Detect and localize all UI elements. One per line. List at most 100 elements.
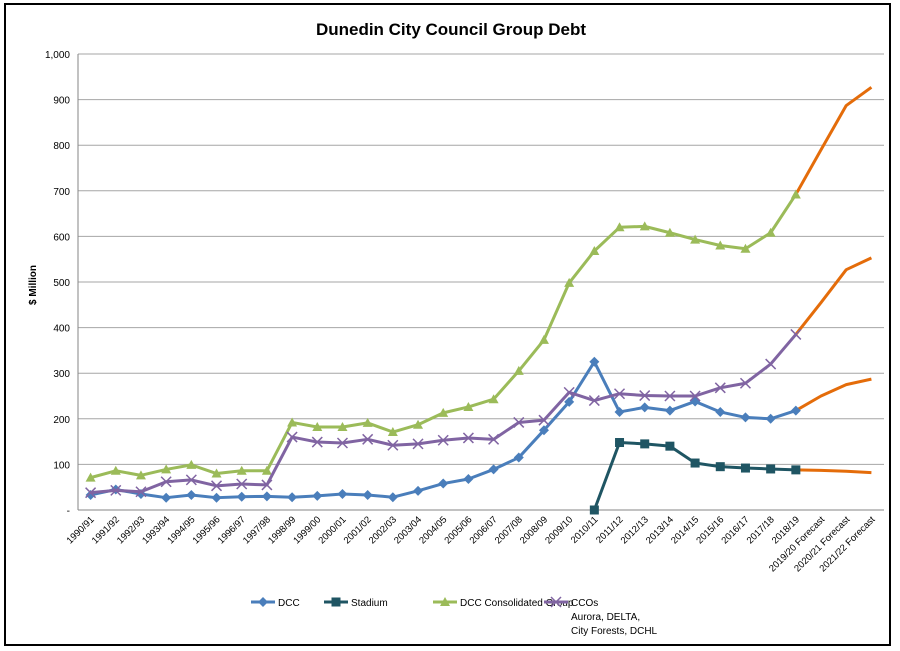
data-point-x xyxy=(513,416,525,428)
data-point-x xyxy=(739,377,751,389)
gridlines xyxy=(77,53,884,511)
legend-label: Stadium xyxy=(351,598,388,609)
y-axis-ticks: - 100 200 300 400 500 600 700 800 900 1,000 xyxy=(45,50,70,517)
data-point-triangle xyxy=(765,227,776,237)
forecast-line xyxy=(795,468,872,475)
y-tick-label: 600 xyxy=(53,232,70,243)
data-point-diamond xyxy=(614,406,625,417)
data-point-triangle xyxy=(538,334,549,344)
series-line xyxy=(90,360,797,500)
data-point-diamond xyxy=(287,492,298,503)
chart-frame: Dunedin City Council Group Debt $ Millio… xyxy=(4,3,891,646)
series-line xyxy=(592,441,796,511)
data-point-square xyxy=(766,464,776,474)
data-point-square xyxy=(640,439,650,449)
data-point-x xyxy=(286,431,298,443)
chart-title: Dunedin City Council Group Debt xyxy=(316,20,586,39)
series-dcc-consolidated-group xyxy=(85,86,873,482)
legend-item-dcc-consolidated-group: DCC Consolidated Group xyxy=(433,597,574,609)
legend-item-dcc: DCC xyxy=(251,597,300,609)
data-point-x xyxy=(538,414,550,426)
data-point-diamond xyxy=(236,491,247,502)
legend-label: City Forests, DCHL xyxy=(571,626,658,637)
legend-label: CCOs xyxy=(571,598,598,609)
data-point-triangle xyxy=(740,243,751,253)
legend-label: DCC xyxy=(278,598,300,609)
data-point-x xyxy=(488,433,500,445)
data-point-x xyxy=(135,486,147,498)
y-tick-label: - xyxy=(67,506,70,517)
data-point-diamond xyxy=(513,452,524,463)
data-point-triangle xyxy=(664,227,675,237)
y-tick-label: 200 xyxy=(53,415,70,426)
data-point-triangle xyxy=(438,407,449,417)
data-point-diamond xyxy=(463,473,474,484)
data-point-square xyxy=(665,441,675,451)
data-point-triangle xyxy=(135,470,146,480)
data-point-x xyxy=(664,390,676,402)
legend-label: DCC Consolidated Group xyxy=(460,598,574,609)
data-point-triangle xyxy=(261,465,272,475)
data-point-diamond xyxy=(161,492,172,503)
y-tick-label: 1,000 xyxy=(45,50,70,61)
forecast-line xyxy=(794,86,873,196)
data-point-x xyxy=(639,390,651,402)
data-point-diamond xyxy=(564,396,575,407)
data-point-square xyxy=(740,463,750,473)
y-tick-label: 800 xyxy=(53,141,70,152)
data-point-triangle xyxy=(564,277,575,287)
y-axis-label: $ Million xyxy=(28,265,39,305)
data-point-x xyxy=(387,439,399,451)
data-point-triangle xyxy=(211,468,222,478)
data-point-x xyxy=(211,480,223,492)
series-ccos xyxy=(85,256,873,499)
data-point-triangle xyxy=(715,240,726,250)
y-tick-label: 100 xyxy=(53,460,70,471)
data-point-triangle xyxy=(337,422,348,432)
series-stadium xyxy=(589,438,872,515)
data-point-x xyxy=(563,386,575,398)
data-point-diamond xyxy=(362,489,373,500)
data-point-x xyxy=(790,328,802,340)
data-point-x xyxy=(185,474,197,486)
data-point-square xyxy=(690,458,700,468)
series-dcc xyxy=(85,356,872,503)
legend-item-stadium: Stadium xyxy=(324,597,388,609)
data-point-triangle xyxy=(110,465,121,475)
data-point-diamond xyxy=(258,597,268,607)
data-point-square xyxy=(791,465,801,475)
y-tick-label: 900 xyxy=(53,96,70,107)
data-point-x xyxy=(614,388,626,400)
data-point-square xyxy=(615,438,625,448)
data-point-x xyxy=(588,395,600,407)
data-point-square xyxy=(715,462,725,472)
data-point-diamond xyxy=(664,405,675,416)
data-point-diamond xyxy=(312,490,323,501)
data-point-x xyxy=(362,433,374,445)
data-point-diamond xyxy=(337,489,348,500)
data-point-triangle xyxy=(413,419,424,429)
data-point-diamond xyxy=(765,413,776,424)
forecast-line xyxy=(794,256,873,336)
data-point-diamond xyxy=(186,489,197,500)
data-point-triangle xyxy=(186,459,197,469)
debt-line-chart: Dunedin City Council Group Debt $ Millio… xyxy=(28,20,884,637)
y-tick-label: 500 xyxy=(53,278,70,289)
y-tick-label: 400 xyxy=(53,324,70,335)
data-point-diamond xyxy=(589,356,600,367)
forecast-line xyxy=(795,377,872,412)
data-point-diamond xyxy=(413,485,424,496)
y-tick-label: 300 xyxy=(53,369,70,380)
data-point-x xyxy=(437,434,449,446)
data-point-diamond xyxy=(790,405,801,416)
legend-item-ccos: CCOs Aurora, DELTA, City Forests, DCHL xyxy=(544,596,658,637)
data-point-square xyxy=(589,505,599,515)
data-point-diamond xyxy=(639,402,650,413)
data-point-diamond xyxy=(715,406,726,417)
data-point-x xyxy=(236,478,248,490)
data-point-x xyxy=(336,437,348,449)
data-point-triangle xyxy=(440,597,450,606)
data-point-triangle xyxy=(236,465,247,475)
data-point-triangle xyxy=(362,417,373,427)
